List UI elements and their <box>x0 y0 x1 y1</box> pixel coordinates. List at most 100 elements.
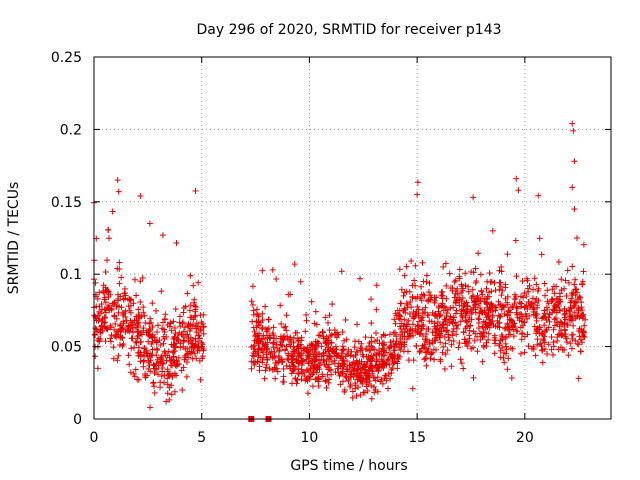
data-point <box>480 342 487 349</box>
data-point <box>288 380 295 387</box>
data-point <box>157 384 164 391</box>
data-point <box>253 318 260 325</box>
data-point <box>452 290 459 297</box>
data-point <box>412 262 419 269</box>
data-point <box>571 206 578 213</box>
data-point <box>470 299 477 306</box>
data-point <box>161 315 168 322</box>
data-point <box>282 323 289 330</box>
data-point <box>181 324 188 331</box>
data-point <box>504 311 511 318</box>
data-point <box>146 320 153 327</box>
data-point <box>552 303 559 310</box>
data-point <box>516 299 523 306</box>
y-tick-labels: 0 0.05 0.1 0.15 0.2 0.25 <box>51 50 82 428</box>
data-point <box>300 368 307 375</box>
data-point <box>164 381 171 388</box>
data-point <box>462 317 469 324</box>
data-point <box>137 299 144 306</box>
data-point <box>193 329 200 336</box>
data-point <box>379 351 386 358</box>
data-point <box>425 311 432 318</box>
data-point <box>408 258 415 265</box>
data-point <box>419 333 426 340</box>
data-point <box>198 319 205 326</box>
data-point <box>150 380 157 387</box>
x-tick-labels: 0 5 10 15 20 <box>90 430 534 446</box>
data-point <box>269 330 276 337</box>
data-point <box>109 300 116 307</box>
data-point <box>146 362 153 369</box>
data-point <box>137 278 144 285</box>
data-point <box>371 384 378 391</box>
data-point <box>371 374 378 381</box>
data-point <box>170 348 177 355</box>
data-point <box>393 338 400 345</box>
data-point <box>459 287 466 294</box>
data-point <box>192 342 199 349</box>
data-point <box>107 335 114 342</box>
data-point <box>327 332 334 339</box>
data-point <box>173 357 180 364</box>
data-point <box>339 366 346 373</box>
data-point <box>441 365 448 372</box>
data-point <box>483 299 490 306</box>
data-point <box>255 313 262 320</box>
data-point <box>460 329 467 336</box>
data-point <box>397 346 404 353</box>
data-point <box>575 295 582 302</box>
data-point <box>580 268 587 275</box>
data-point <box>319 328 326 335</box>
data-point <box>469 293 476 300</box>
data-point <box>462 270 469 277</box>
data-point <box>186 327 193 334</box>
data-point <box>568 290 575 297</box>
data-point <box>354 363 361 370</box>
data-point <box>470 328 477 335</box>
data-point <box>259 310 266 317</box>
data-point <box>453 325 460 332</box>
data-point <box>344 368 351 375</box>
data-point <box>354 348 361 355</box>
data-point <box>188 344 195 351</box>
data-point <box>379 340 386 347</box>
data-point <box>415 309 422 316</box>
data-point <box>161 379 168 386</box>
data-point <box>315 383 322 390</box>
data-point <box>200 323 207 330</box>
data-point <box>139 274 146 281</box>
data-point <box>432 325 439 332</box>
x-tick-label: 0 <box>90 430 99 446</box>
data-point <box>269 353 276 360</box>
data-point <box>178 367 185 374</box>
data-point <box>525 343 532 350</box>
data-point <box>322 314 329 321</box>
y-tick-label: 0 <box>73 412 82 428</box>
data-point <box>518 336 525 343</box>
data-point <box>151 334 158 341</box>
data-point <box>273 359 280 366</box>
data-point <box>343 336 350 343</box>
data-point <box>298 337 305 344</box>
data-point <box>419 259 426 266</box>
data-point <box>580 241 587 248</box>
data-point <box>161 335 168 342</box>
data-point <box>539 359 546 366</box>
data-point <box>273 341 280 348</box>
data-point <box>187 272 194 279</box>
data-point <box>474 333 481 340</box>
data-point <box>146 331 153 338</box>
data-point <box>132 366 139 373</box>
data-point <box>195 338 202 345</box>
data-point <box>115 188 122 195</box>
data-point <box>303 317 310 324</box>
data-point <box>92 279 99 286</box>
data-point <box>378 376 385 383</box>
data-point <box>183 373 190 380</box>
data-point <box>359 345 366 352</box>
data-point <box>355 384 362 391</box>
data-point <box>289 356 296 363</box>
data-point <box>440 344 447 351</box>
data-point <box>263 364 270 371</box>
data-point <box>491 350 498 357</box>
